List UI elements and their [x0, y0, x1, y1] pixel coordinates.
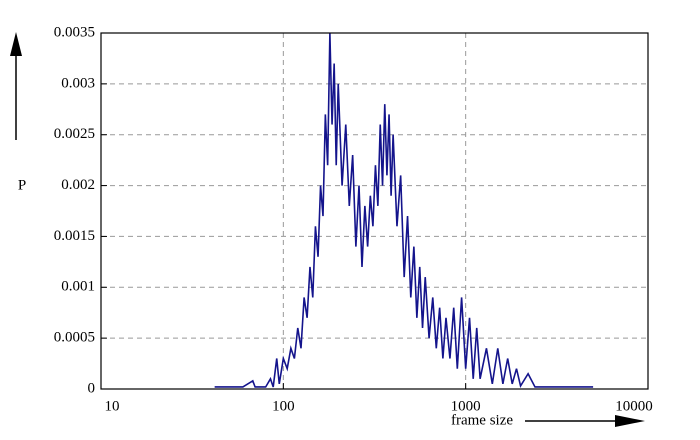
y-tick-label: 0.0015: [54, 228, 95, 244]
y-tick-label: 0.003: [61, 75, 95, 91]
y-axis-label: P: [18, 177, 26, 193]
x-tick-label: 10: [105, 398, 120, 414]
x-axis-label: frame size: [451, 412, 513, 428]
x-tick-label: 1000: [451, 398, 481, 414]
y-tick-label: 0.002: [61, 177, 95, 193]
x-tick-label: 100: [272, 398, 295, 414]
x-tick-label: 10000: [615, 398, 653, 414]
y-arrow-head: [10, 32, 22, 56]
plot-frame: [100, 32, 649, 390]
data-line: [214, 32, 594, 389]
y-tick-label: 0.001: [61, 279, 95, 295]
y-tick-label: 0: [88, 380, 96, 396]
y-tick-label: 0.0035: [54, 24, 95, 40]
y-tick-label: 0.0025: [54, 126, 95, 142]
x-arrow-head: [615, 415, 645, 427]
y-tick-label: 0.0005: [54, 330, 95, 346]
